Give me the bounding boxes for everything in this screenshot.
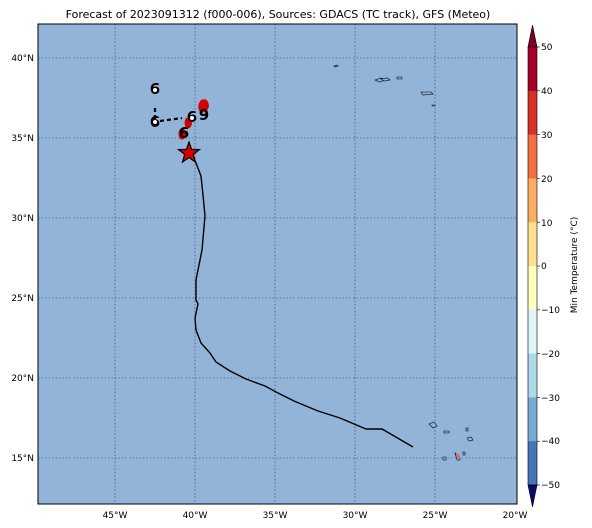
colorbar-tick: −50 <box>541 481 560 491</box>
current-position-star-icon <box>176 140 202 164</box>
colorbar-band <box>528 134 537 179</box>
colorbar-title: Min Temperature (°C) <box>570 217 580 314</box>
tc-center-dot <box>152 119 158 125</box>
tc-track-line <box>188 151 414 448</box>
tc-center-dot <box>189 115 195 121</box>
colorbar-tick: −10 <box>541 306 560 316</box>
colorbar <box>527 24 540 508</box>
colorbar-tick: 40 <box>541 87 553 97</box>
colorbar-tick: 50 <box>541 43 553 53</box>
figure-title: Forecast of 2023091312 (f000-006), Sourc… <box>66 8 491 21</box>
forecast-dashed-track <box>153 108 183 123</box>
lon-label: 25°W <box>423 511 448 521</box>
lat-label: 40°N <box>11 54 34 64</box>
tc-center-dot <box>152 87 158 93</box>
colorbar-band <box>528 266 537 311</box>
tropical-cyclone-symbol: 9 <box>199 106 209 124</box>
lon-label: 30°W <box>343 511 368 521</box>
lat-label: 35°N <box>11 134 34 144</box>
lon-label: 40°W <box>183 511 208 521</box>
latitude-labels: 40°N 35°N 30°N 25°N 20°N 15°N <box>11 54 34 464</box>
colorbar-band <box>528 397 537 442</box>
colorbar-tick: 0 <box>541 262 547 272</box>
lon-label: 45°W <box>103 511 128 521</box>
tropical-cyclone-symbol: 6 <box>179 124 189 142</box>
lat-label: 15°N <box>11 454 34 464</box>
colorbar-tick: 10 <box>541 219 553 229</box>
lat-label: 20°N <box>11 374 34 384</box>
colorbar-tick: 30 <box>541 131 553 141</box>
colorbar-band <box>528 90 537 136</box>
colorbar-extend-max <box>527 24 538 48</box>
map-panel: 6 6 6 9 6 <box>37 23 518 505</box>
colorbar-band <box>528 47 537 92</box>
colorbar-tick-labels: 50 40 30 20 10 0 −10 −20 −30 −40 −50 <box>541 43 560 491</box>
ocean-background <box>38 24 517 504</box>
colorbar-band <box>528 441 537 486</box>
colorbar-tick: −20 <box>541 350 560 360</box>
lat-label: 30°N <box>11 214 34 224</box>
colorbar-tick: −30 <box>541 394 560 404</box>
colorbar-tick: −40 <box>541 437 560 447</box>
colorbar-band <box>528 309 537 355</box>
colorbar-band <box>528 222 537 267</box>
island-warm-patch <box>456 453 460 459</box>
colorbar-band <box>528 178 537 223</box>
longitude-labels: 45°W 40°W 35°W 30°W 25°W 20°W <box>103 511 528 521</box>
lon-label: 35°W <box>263 511 288 521</box>
map-frame <box>37 23 518 505</box>
lon-label: 20°W <box>503 511 528 521</box>
lat-label: 25°N <box>11 294 34 304</box>
colorbar-band <box>528 353 537 398</box>
colorbar-tick: 20 <box>541 175 553 185</box>
colorbar-extend-min <box>527 484 538 508</box>
